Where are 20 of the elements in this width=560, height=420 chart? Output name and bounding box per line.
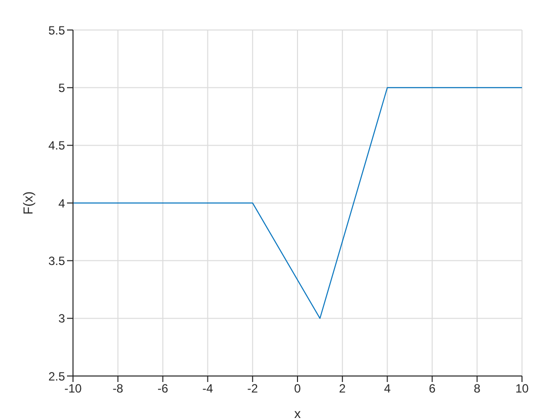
x-axis-title: x [294, 406, 302, 420]
y-tick-label: 2.5 [48, 369, 66, 384]
y-tick-label: 5 [58, 80, 66, 95]
x-tick-label: -4 [202, 382, 214, 396]
y-tick-label: 5.5 [48, 23, 66, 38]
y-tick-label: 3.5 [48, 254, 66, 268]
x-tick-label: 8 [474, 382, 481, 396]
x-tick-label: 4 [384, 382, 391, 396]
y-tick-label: 4 [58, 196, 66, 210]
x-tick-label: 6 [428, 382, 436, 396]
y-tick-label: 3 [58, 312, 66, 326]
x-tick-label: -2 [247, 382, 258, 396]
x-tick-label: 0 [294, 382, 302, 396]
x-tick-label: -10 [64, 382, 82, 396]
x-tick-label: 10 [515, 382, 529, 396]
y-tick-label: 4.5 [48, 138, 66, 153]
x-tick-label: 2 [339, 382, 346, 396]
x-tick-label: -6 [157, 382, 168, 396]
x-tick-label: -8 [112, 382, 124, 396]
y-axis-title: F(x) [20, 191, 36, 215]
